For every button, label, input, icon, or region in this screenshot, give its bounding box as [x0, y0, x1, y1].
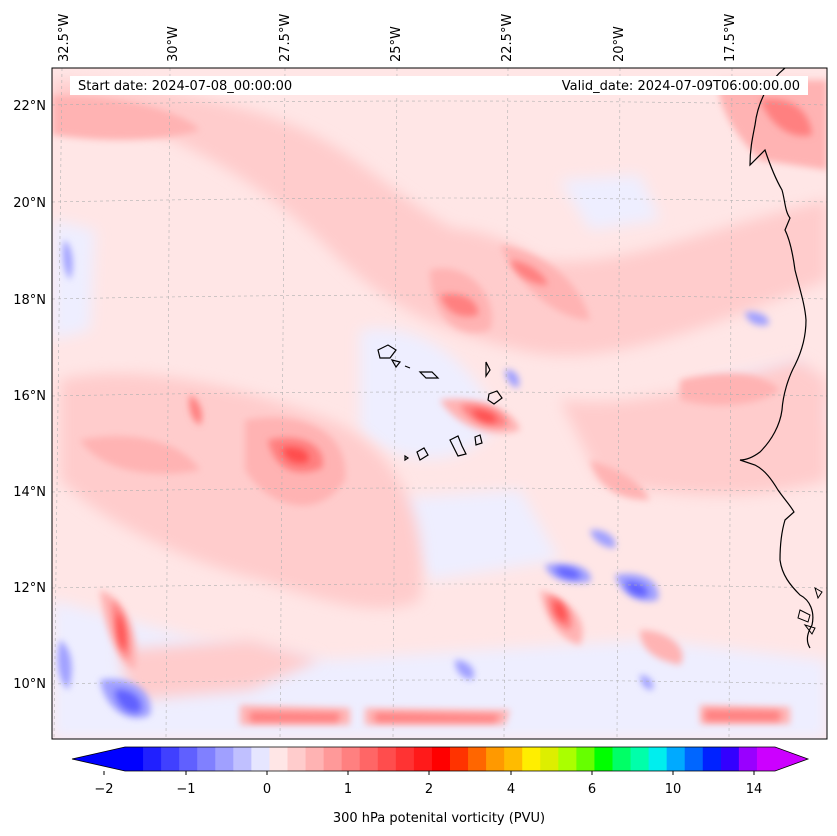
colorbar-swatch — [377, 747, 397, 771]
colorbar-tick-label: 14 — [746, 782, 763, 797]
colorbar-swatch — [684, 747, 704, 771]
colorbar-swatch — [720, 747, 740, 771]
colorbar-swatch — [558, 747, 577, 771]
colorbar-tick-label: 2 — [425, 782, 433, 797]
colorbar-ticks: −2 −1 0 1 2 4 6 10 14 — [94, 782, 762, 797]
lat-label: 22°N — [13, 99, 46, 114]
map-panel — [52, 68, 827, 739]
colorbar-tick-label: 6 — [588, 782, 596, 797]
lon-label: 30°W — [166, 26, 181, 62]
colorbar-label: 300 hPa potenital vorticity (PVU) — [333, 811, 545, 826]
colorbar-swatch — [666, 747, 686, 771]
field-positive-strong — [112, 99, 812, 722]
colorbar-swatch — [143, 747, 162, 771]
start-date-label: Start date: 2024-07-08_00:00:00 — [78, 79, 292, 94]
colorbar-under-arrow — [72, 747, 125, 771]
cape-verde-islands — [377, 344, 503, 462]
colorbar-swatch — [468, 747, 487, 771]
colorbar — [71, 746, 810, 775]
colorbar-swatch — [269, 747, 289, 771]
lon-label: 25°W — [389, 26, 404, 62]
colorbar-tick-label: −2 — [94, 782, 113, 797]
lat-label: 18°N — [13, 293, 46, 308]
colorbar-tick-label: 10 — [665, 782, 682, 797]
colorbar-swatch — [450, 747, 469, 771]
colorbar-swatch — [756, 747, 776, 771]
lon-label: 22.5°W — [500, 14, 515, 62]
colorbar-swatch — [702, 747, 722, 771]
graticule — [52, 68, 827, 739]
colorbar-tick-label: −1 — [176, 782, 195, 797]
lon-label: 20°W — [612, 26, 627, 62]
colorbar-swatch — [179, 747, 198, 771]
colorbar-swatch — [522, 747, 541, 771]
colorbar-tick-label: 4 — [507, 782, 515, 797]
colorbar-swatch — [197, 747, 216, 771]
colorbar-swatch — [540, 747, 559, 771]
colorbar-swatch — [413, 747, 433, 771]
lat-label: 20°N — [13, 196, 46, 211]
colorbar-swatch — [504, 747, 523, 771]
colorbar-swatch — [431, 747, 451, 771]
colorbar-swatch — [359, 747, 379, 771]
colorbar-swatch — [395, 747, 415, 771]
colorbar-swatch — [612, 747, 632, 771]
colorbar-swatch — [233, 747, 252, 771]
colorbar-swatch — [594, 747, 614, 771]
lon-label: 17.5°W — [723, 14, 738, 62]
colorbar-swatch — [576, 747, 596, 771]
longitude-labels: 32.5°W 30°W 27.5°W 25°W 22.5°W 20°W 17.5… — [57, 14, 738, 62]
header-box — [70, 76, 808, 95]
valid-date-label: Valid_date: 2024-07-09T06:00:00.00 — [562, 79, 800, 94]
colorbar-swatch — [215, 747, 234, 771]
coast-islands — [797, 586, 823, 635]
lat-label: 10°N — [13, 677, 46, 692]
colorbar-swatch — [323, 747, 343, 771]
map-frame — [51, 67, 828, 740]
colorbar-tick-label: 1 — [344, 782, 352, 797]
colorbar-swatch — [251, 747, 271, 771]
colorbar-swatch — [287, 747, 307, 771]
colorbar-tick-label: 0 — [263, 782, 271, 797]
colorbar-over-arrow — [775, 747, 808, 771]
colorbar-swatch — [648, 747, 668, 771]
colorbar-swatch — [305, 747, 325, 771]
lat-label: 16°N — [13, 389, 46, 404]
lat-label: 12°N — [13, 581, 46, 596]
field-positive-core — [117, 410, 566, 652]
colorbar-swatch — [738, 747, 758, 771]
lon-label: 27.5°W — [278, 14, 293, 62]
africa-coastline — [739, 68, 814, 649]
colorbar-outline — [71, 746, 810, 772]
colorbar-swatch — [125, 747, 144, 771]
colorbar-swatch — [630, 747, 650, 771]
lat-label: 14°N — [13, 485, 46, 500]
colorbar-swatch — [486, 747, 505, 771]
lon-label: 32.5°W — [57, 14, 72, 62]
latitude-labels: 22°N 20°N 18°N 16°N 14°N 12°N 10°N — [13, 99, 46, 692]
colorbar-swatch — [161, 747, 180, 771]
colorbar-swatch — [341, 747, 361, 771]
